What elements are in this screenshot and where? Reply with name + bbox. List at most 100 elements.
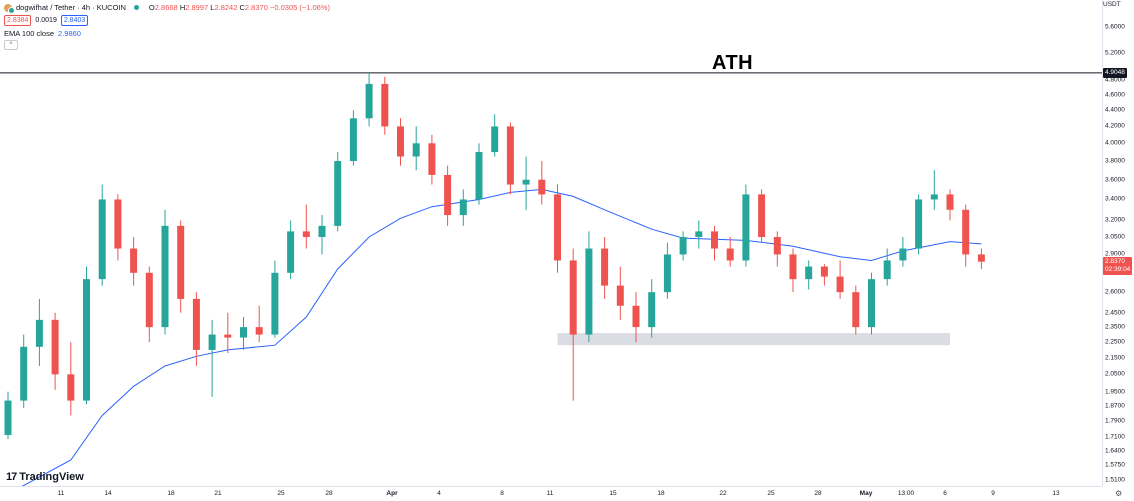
time-axis[interactable]: 11 14 18 21 25 28 Apr 4 8 11 15 18 22 25 28 May 13:00 6 9 1… (0, 486, 1102, 501)
candle-body[interactable] (977, 254, 985, 262)
support-zone[interactable] (557, 333, 951, 346)
candle-body[interactable] (726, 248, 734, 261)
candle-body[interactable] (742, 194, 750, 261)
candle-body[interactable] (271, 272, 279, 335)
symbol-title[interactable]: dogwifhat / Tether · 4h · KUCOIN (16, 2, 126, 12)
time-tick-label: 21 (214, 490, 222, 497)
candle-body[interactable] (962, 209, 970, 255)
candle-body[interactable] (459, 199, 467, 216)
candle-body[interactable] (679, 237, 687, 255)
candle-body[interactable] (130, 248, 138, 273)
indicator-label[interactable]: EMA 100 close (4, 28, 55, 38)
candle-body[interactable] (868, 279, 875, 328)
tradingview-wordmark: TradingView (19, 471, 84, 483)
candle-body[interactable] (820, 266, 828, 277)
price-chart[interactable] (0, 0, 1102, 486)
time-tick-label: 28 (814, 490, 822, 497)
buy-price-button[interactable]: 2.8403 (60, 15, 89, 26)
candle-body[interactable] (428, 143, 436, 175)
high-value: 2.8997 (185, 2, 209, 12)
price-tick-label: 2.2500 (1105, 338, 1125, 346)
candle-body[interactable] (648, 292, 656, 328)
price-axis[interactable] (1102, 0, 1134, 486)
candle-body[interactable] (475, 152, 483, 200)
candle-body[interactable] (930, 194, 938, 200)
candle-body[interactable] (161, 225, 169, 328)
collapse-legend-button[interactable]: ^ (4, 39, 18, 50)
candle-body[interactable] (805, 266, 813, 280)
candle-body[interactable] (365, 83, 373, 119)
candle-body[interactable] (4, 400, 12, 435)
candle-body[interactable] (302, 231, 310, 238)
candle-body[interactable] (287, 231, 295, 273)
candle-body[interactable] (397, 126, 404, 157)
candle-body[interactable] (224, 334, 232, 338)
time-tick-label: 15 (609, 490, 617, 497)
candle-body[interactable] (20, 346, 28, 401)
candle-body[interactable] (491, 126, 499, 153)
candle-body[interactable] (145, 272, 153, 328)
low-value: 2.8242 (214, 2, 238, 12)
time-tick-label: 22 (719, 490, 727, 497)
close-label: C (239, 2, 245, 12)
candle-body[interactable] (711, 231, 718, 249)
candle-body[interactable] (35, 319, 43, 347)
time-tick-label: 28 (325, 490, 333, 497)
candle-body[interactable] (177, 225, 185, 299)
candle-body[interactable] (899, 248, 907, 261)
candle-body[interactable] (852, 292, 860, 328)
candle-body[interactable] (569, 260, 577, 335)
time-tick-label: 25 (767, 490, 775, 497)
candle-body[interactable] (334, 161, 342, 226)
price-tick-label: 3.6000 (1105, 176, 1125, 184)
time-tick-label: 13:00 (897, 490, 915, 497)
tradingview-mark-icon: 17 (6, 471, 17, 483)
candle-body[interactable] (208, 334, 216, 350)
time-tick-label: 11 (546, 490, 554, 497)
candle-body[interactable] (381, 83, 389, 127)
candle-body[interactable] (51, 319, 59, 375)
price-tick-label: 2.1500 (1105, 354, 1125, 362)
candle-body[interactable] (915, 199, 923, 249)
gear-icon[interactable]: ⚙ (1115, 489, 1123, 498)
candle-body[interactable] (758, 194, 766, 238)
candle-body[interactable] (98, 199, 106, 280)
candle-body[interactable] (554, 194, 561, 261)
price-tick-label: 4.8000 (1105, 76, 1125, 84)
candle-body[interactable] (506, 126, 514, 185)
candle-body[interactable] (255, 327, 263, 335)
candle-body[interactable] (836, 276, 844, 293)
chart-legend: dogwifhat / Tether · 4h · KUCOIN O2.8668… (4, 2, 330, 50)
candle-body[interactable] (789, 254, 797, 280)
sell-price-button[interactable]: 2.8384 (4, 15, 32, 26)
change-value: −0.0305 (−1.06%) (269, 2, 331, 12)
candle-body[interactable] (240, 327, 247, 338)
candle-body[interactable] (83, 279, 90, 401)
candle-body[interactable] (538, 179, 546, 195)
currency-label[interactable]: USDT (1103, 1, 1121, 8)
time-tick-label: 18 (657, 490, 665, 497)
time-tick-label: Apr (386, 490, 398, 497)
candle-body[interactable] (632, 305, 640, 328)
candle-body[interactable] (773, 237, 781, 255)
candle-body[interactable] (946, 194, 954, 210)
candle-body[interactable] (192, 298, 200, 350)
candle-body[interactable] (522, 179, 530, 185)
candle-body[interactable] (695, 231, 703, 238)
price-tick-label: 2.0500 (1105, 370, 1125, 378)
candle-body[interactable] (318, 225, 326, 238)
tradingview-logo[interactable]: 17 TradingView (6, 471, 84, 483)
candle-body[interactable] (444, 174, 452, 216)
time-tick-label: 18 (167, 490, 175, 497)
candle-body[interactable] (601, 248, 609, 286)
candle-body[interactable] (349, 118, 357, 162)
candle-body[interactable] (412, 143, 420, 157)
candle-body[interactable] (114, 199, 122, 249)
price-tick-label: 2.3500 (1105, 323, 1125, 331)
candle-body[interactable] (883, 260, 891, 280)
candle-body[interactable] (585, 248, 593, 335)
candle-body[interactable] (616, 285, 624, 306)
candle-body[interactable] (67, 374, 75, 401)
price-tick-label: 3.0500 (1105, 233, 1125, 241)
candle-body[interactable] (663, 254, 671, 293)
